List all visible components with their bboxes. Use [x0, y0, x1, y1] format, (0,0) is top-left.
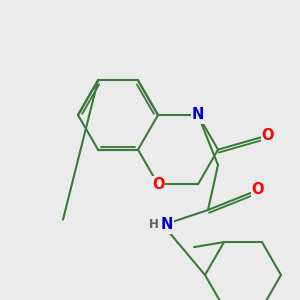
- Text: O: O: [252, 182, 264, 197]
- Text: N: N: [192, 107, 204, 122]
- Text: N: N: [160, 218, 173, 232]
- Text: O: O: [262, 128, 274, 143]
- Text: H: H: [149, 218, 159, 232]
- Text: O: O: [152, 177, 164, 192]
